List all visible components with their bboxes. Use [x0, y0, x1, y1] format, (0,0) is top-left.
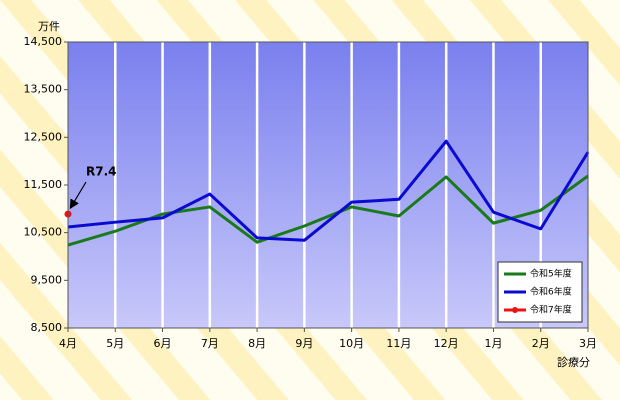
- legend-box: [497, 261, 583, 323]
- legend-marker: [512, 307, 518, 313]
- series-line: [67, 174, 589, 247]
- x-tick-label: 6月: [154, 337, 172, 350]
- y-tick-label: 9,500: [31, 273, 63, 286]
- x-tick-label: 1月: [484, 337, 502, 350]
- x-tick-label: 10月: [339, 337, 364, 350]
- x-tick-label: 2月: [532, 337, 550, 350]
- legend-label: 令和6年度: [530, 286, 572, 298]
- annotation-arrow: [69, 181, 87, 210]
- x-tick-label: 5月: [106, 337, 124, 350]
- x-tick-label: 4月: [59, 337, 77, 350]
- annotation: R7.4: [86, 165, 117, 179]
- x-axis-label: 診療分: [557, 355, 590, 369]
- x-tick-label: 7月: [201, 337, 219, 350]
- x-tick-label: 12月: [434, 337, 459, 350]
- y-tick-label: 11,500: [24, 178, 63, 191]
- y-tick-label: 10,500: [24, 226, 63, 239]
- x-tick-label: 9月: [295, 337, 313, 350]
- y-unit: 万件: [38, 20, 60, 33]
- x-tick-label: 8月: [248, 337, 266, 350]
- series-line: [67, 139, 590, 242]
- y-tick-label: 8,500: [31, 321, 63, 334]
- x-tick-label: 3月: [579, 337, 597, 350]
- legend-label: 令和5年度: [530, 268, 572, 280]
- y-tick-label: 14,500: [24, 35, 63, 48]
- plot-area: [67, 41, 589, 329]
- y-tick-label: 13,500: [24, 83, 63, 96]
- y-tick-label: 12,500: [24, 130, 63, 143]
- x-tick-label: 11月: [386, 337, 411, 350]
- legend-label: 令和7年度: [530, 304, 572, 316]
